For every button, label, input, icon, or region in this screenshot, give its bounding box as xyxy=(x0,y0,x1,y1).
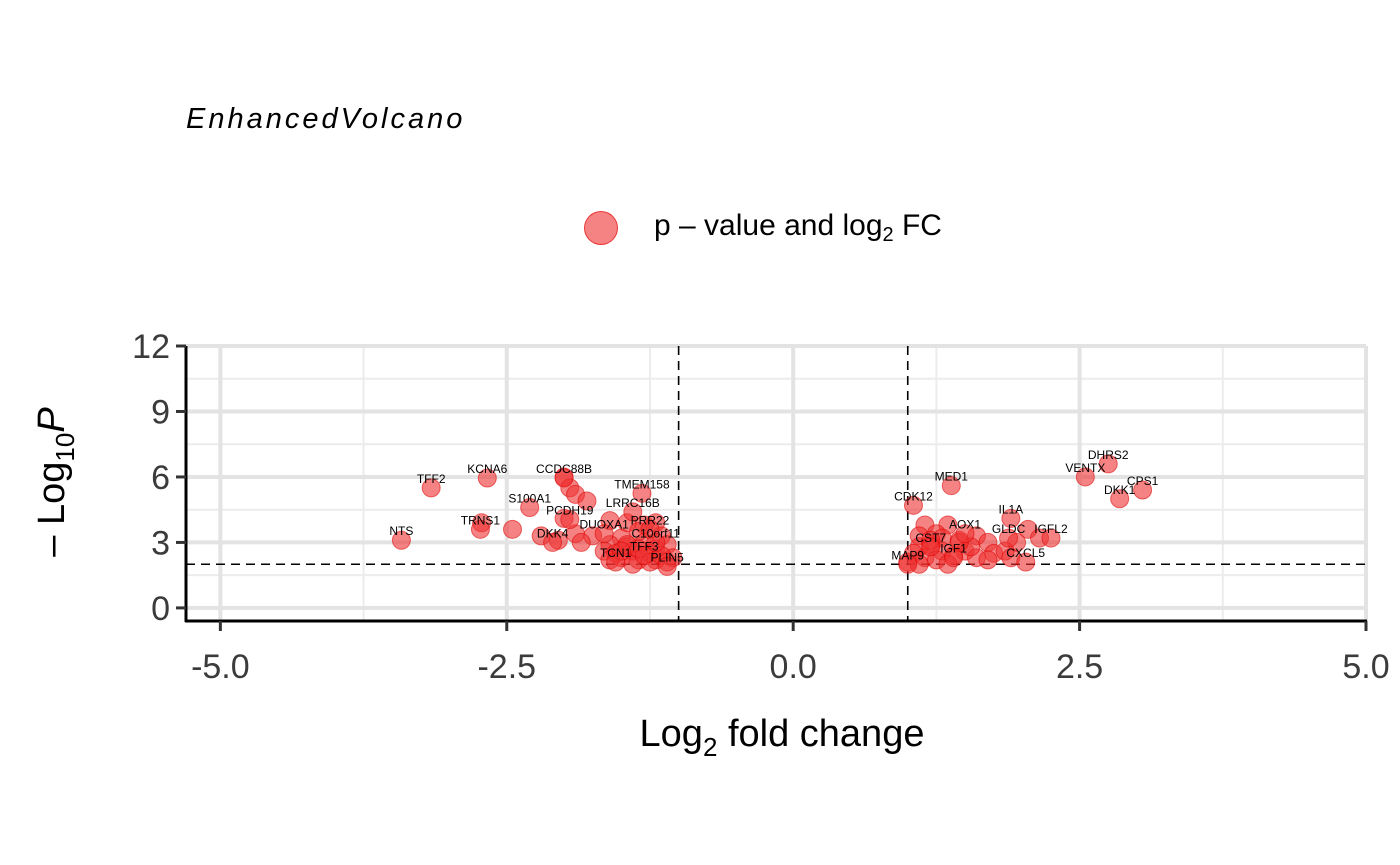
data-point-labeled xyxy=(606,552,626,572)
data-point-labeled xyxy=(560,510,580,530)
data-point-labeled xyxy=(477,468,497,488)
data-point-labeled xyxy=(520,498,540,518)
legend-label-suffix: FC xyxy=(893,209,942,242)
gene-label: TFF2 xyxy=(417,472,446,486)
gene-label: GLDC xyxy=(992,522,1026,536)
data-point-labeled xyxy=(634,546,654,566)
data-point-labeled xyxy=(1041,528,1061,548)
legend-label: p – value and log2 FC xyxy=(654,209,942,247)
gene-label: TCN1 xyxy=(600,546,632,560)
gene-label: DHRS2 xyxy=(1088,448,1129,462)
gene-label: PLIN5 xyxy=(650,550,684,564)
gene-label: DKK1 xyxy=(1104,483,1136,497)
y-axis-title-italic: P xyxy=(31,407,73,433)
data-point xyxy=(577,491,597,511)
y-tick-label: 9 xyxy=(151,393,170,431)
gene-label: TFF3 xyxy=(630,540,659,554)
gene-label: PCDH19 xyxy=(546,504,594,518)
y-axis-title: – Log10P xyxy=(31,407,80,557)
gene-label: IGFL2 xyxy=(1034,522,1068,536)
data-point-labeled xyxy=(594,524,614,544)
plot-axes: -5.0 -2.5 0.0 2.5 5.0 0 3 6 9 12 xyxy=(132,328,1389,686)
y-tick-label: 0 xyxy=(151,590,170,628)
data-point-labeled xyxy=(554,468,574,488)
legend-key-swatch xyxy=(584,211,618,245)
data-point-labeled xyxy=(657,556,677,576)
gene-label: IL1A xyxy=(999,502,1024,516)
data-point-labeled xyxy=(421,478,441,498)
gene-label: CPS1 xyxy=(1127,474,1159,488)
data-point-labeled xyxy=(543,532,563,552)
chart-legend: p – value and log2 FC xyxy=(584,205,942,251)
data-point-labeled xyxy=(646,532,666,552)
data-point-labeled xyxy=(999,528,1019,548)
x-axis-title-subscript: 2 xyxy=(703,732,717,762)
x-tick-label: 2.5 xyxy=(1056,648,1103,686)
gene-label: TMEM158 xyxy=(614,477,670,491)
data-point-labeled xyxy=(470,519,490,539)
gene-label: MED1 xyxy=(935,470,969,484)
gene-label: DUOXA1 xyxy=(579,518,629,532)
gene-labels: TFF2 KCNA6 CCDC88B TMEM158 S100A1 LRRC16B PCDH… xyxy=(389,448,1158,565)
chart-subtitle: EnhancedVolcano xyxy=(186,103,466,135)
data-point-labeled xyxy=(941,476,961,496)
gene-label: KCNA6 xyxy=(467,462,507,476)
gene-label: C10orf11 xyxy=(631,526,680,540)
x-axis-title: Log2 fold change xyxy=(640,713,925,762)
data-point xyxy=(571,532,591,552)
gene-label: PRR22 xyxy=(631,513,670,527)
data-point-labeled xyxy=(1133,480,1153,500)
data-points xyxy=(391,454,1153,576)
gene-label: AOX1 xyxy=(949,518,981,532)
gene-label: CXCL5 xyxy=(1006,546,1045,560)
gene-label: IGF1 xyxy=(940,542,967,556)
x-tick-label: 5.0 xyxy=(1342,648,1389,686)
gene-label: S100A1 xyxy=(508,492,551,506)
data-point-labeled xyxy=(955,524,975,544)
data-point-labeled xyxy=(898,554,918,574)
y-axis-title-prefix: – Log xyxy=(31,462,73,557)
x-tick-label: 0.0 xyxy=(770,648,817,686)
x-axis-title-main: Log xyxy=(640,713,703,755)
data-point-labeled xyxy=(1016,552,1036,572)
gene-label: MAP9 xyxy=(891,548,924,562)
data-point-labeled xyxy=(1075,467,1095,487)
y-tick-label: 3 xyxy=(151,524,170,562)
gene-label: LRRC16B xyxy=(606,496,660,510)
data-point-labeled xyxy=(1001,508,1021,528)
data-point-labeled xyxy=(1098,454,1118,474)
data-point-labeled xyxy=(921,537,941,557)
data-point-labeled xyxy=(903,495,923,515)
data-point xyxy=(503,519,523,539)
gene-label: VENTX xyxy=(1065,461,1105,475)
data-point-labeled xyxy=(623,502,643,522)
data-point-labeled xyxy=(944,548,964,568)
data-point-labeled xyxy=(391,530,411,550)
x-axis-title-rest: fold change xyxy=(717,713,924,755)
data-point-labeled xyxy=(1110,489,1130,509)
gene-label: CDK12 xyxy=(894,489,933,503)
x-tick-label: -5.0 xyxy=(191,648,250,686)
gene-label: DKK4 xyxy=(537,526,569,540)
y-tick-label: 12 xyxy=(132,328,170,366)
y-axis-title-subscript: 10 xyxy=(50,433,80,462)
y-tick-label: 6 xyxy=(151,459,170,497)
legend-label-prefix: p – value and log xyxy=(654,209,883,242)
gene-label: TRNS1 xyxy=(461,513,501,527)
plot-grid xyxy=(186,344,1368,621)
cutoff-lines xyxy=(186,346,1366,621)
gene-label: CST7 xyxy=(915,531,946,545)
gene-label: NTS xyxy=(389,524,413,538)
data-point-labeled xyxy=(632,483,652,503)
data-point xyxy=(978,550,998,570)
gene-label: CCDC88B xyxy=(536,462,592,476)
legend-label-subscript: 2 xyxy=(882,224,894,246)
x-tick-label: -2.5 xyxy=(477,648,536,686)
